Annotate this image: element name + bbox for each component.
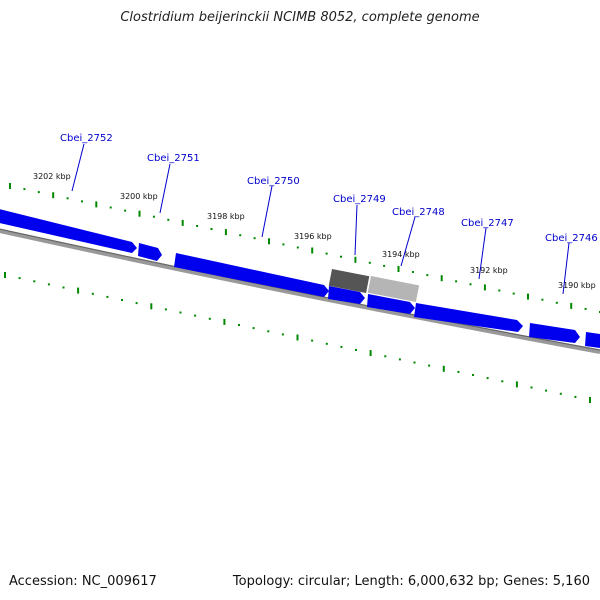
gene-label-cbei-2749[interactable]: Cbei_2749: [333, 194, 386, 205]
gene-leader-line: [478, 227, 487, 280]
gene-leader-line: [400, 216, 416, 267]
tick-track-upper: [9, 183, 600, 313]
gene-labels: Cbei_2752 Cbei_2751 Cbei_2750 Cbei_2749 …: [60, 133, 598, 295]
gene-selected-dark[interactable]: [328, 269, 370, 293]
genome-backbone: [0, 229, 600, 354]
kbp-label: 3192 kbp: [470, 266, 508, 275]
gene-label-cbei-2752[interactable]: Cbei_2752: [60, 133, 113, 144]
gene-arrow-partial[interactable]: [585, 332, 600, 348]
kbp-labels: 3202 kbp 3200 kbp 3198 kbp 3196 kbp 3194…: [33, 172, 596, 290]
gene-label-cbei-2748[interactable]: Cbei_2748: [392, 207, 445, 218]
kbp-label: 3200 kbp: [120, 192, 158, 201]
gene-leader-line: [159, 163, 171, 214]
gene-leader-line: [562, 242, 570, 295]
kbp-label: 3202 kbp: [33, 172, 71, 181]
gene-arrow-cbei-2747[interactable]: [414, 303, 523, 332]
kbp-label: 3196 kbp: [294, 232, 332, 241]
gene-arrow-cbei-2751[interactable]: [138, 243, 162, 261]
genome-stats-text: Topology: circular; Length: 6,000,632 bp…: [232, 574, 590, 589]
gene-arrow-cbei-2748[interactable]: [367, 294, 415, 314]
gene-leader-line: [71, 143, 85, 192]
page-title: Clostridium beijerinckii NCIMB 8052, com…: [120, 10, 480, 25]
gene-arrow-cbei-2746[interactable]: [529, 323, 580, 343]
gene-leader-line: [354, 204, 358, 256]
kbp-label: 3194 kbp: [382, 250, 420, 259]
genome-backbone-edge: [0, 228, 600, 351]
gene-label-cbei-2747[interactable]: Cbei_2747: [461, 218, 514, 229]
gene-label-cbei-2751[interactable]: Cbei_2751: [147, 153, 200, 164]
kbp-label: 3190 kbp: [558, 281, 596, 290]
gene-label-cbei-2746[interactable]: Cbei_2746: [545, 233, 598, 244]
gene-arrow-cbei-2749[interactable]: [328, 286, 365, 304]
accession-text: Accession: NC_009617: [9, 574, 157, 589]
kbp-label: 3198 kbp: [207, 212, 245, 221]
gene-leader-line: [261, 185, 273, 238]
gene-arrow-cbei-2752[interactable]: [0, 208, 137, 253]
gene-arrow-cbei-2750[interactable]: [174, 253, 329, 297]
gene-label-cbei-2750[interactable]: Cbei_2750: [247, 176, 300, 187]
tick-track-lower: [4, 272, 591, 403]
gene-selected-light[interactable]: [367, 275, 420, 303]
gene-track: [0, 208, 600, 348]
